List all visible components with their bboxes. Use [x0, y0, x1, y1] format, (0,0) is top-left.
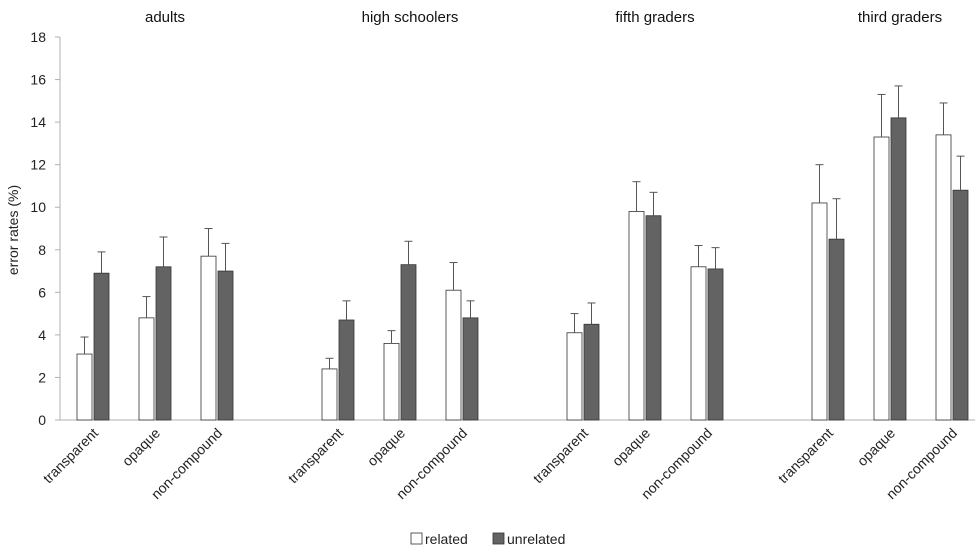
y-tick-label: 0	[38, 412, 46, 428]
bar-unrelated	[155, 266, 172, 421]
legend-swatch-related	[410, 532, 423, 545]
bar-unrelated	[828, 238, 845, 421]
bar-related	[873, 136, 890, 421]
bar-unrelated	[952, 189, 969, 421]
bar-related	[628, 211, 645, 421]
bar-related	[811, 202, 828, 421]
x-category-label: opaque	[854, 425, 898, 469]
bar-unrelated	[400, 264, 417, 421]
y-axis-title: error rates (%)	[5, 185, 21, 275]
y-tick-label: 18	[30, 29, 46, 45]
x-category-label: transparent	[530, 425, 591, 486]
y-tick-label: 10	[30, 199, 46, 215]
x-category-label: transparent	[285, 425, 346, 486]
legend: related unrelated	[410, 531, 565, 547]
y-tick-label: 2	[38, 369, 46, 385]
x-category-label: opaque	[364, 425, 408, 469]
legend-label-related: related	[425, 531, 468, 547]
bar-related	[935, 134, 952, 421]
bar-unrelated	[707, 268, 724, 421]
y-tick-label: 12	[30, 157, 46, 173]
x-category-label: transparent	[40, 425, 101, 486]
bar-unrelated	[93, 272, 110, 421]
y-tick-label: 4	[38, 327, 46, 343]
x-category-label: opaque	[609, 425, 653, 469]
legend-label-unrelated: unrelated	[507, 531, 565, 547]
group-title: adults	[145, 9, 185, 26]
bar-related	[76, 353, 93, 421]
x-category-label: opaque	[119, 425, 163, 469]
bar-related	[566, 332, 583, 421]
bar-related	[383, 342, 400, 421]
x-category-label: transparent	[775, 425, 836, 486]
y-tick-label: 14	[30, 114, 46, 130]
bars-layer	[76, 85, 969, 421]
bar-related	[690, 266, 707, 421]
bar-related	[445, 289, 462, 421]
y-tick-label: 6	[38, 284, 46, 300]
bar-unrelated	[645, 215, 662, 421]
bar-unrelated	[583, 323, 600, 421]
bar-unrelated	[217, 270, 234, 421]
bar-unrelated	[890, 117, 907, 421]
y-tick-label: 16	[30, 72, 46, 88]
group-title: high schoolers	[362, 9, 459, 26]
legend-swatch-unrelated	[492, 532, 505, 545]
y-tick-label: 8	[38, 242, 46, 258]
group-title: fifth graders	[615, 9, 694, 26]
bar-unrelated	[338, 319, 355, 421]
bar-unrelated	[462, 317, 479, 421]
group-title: third graders	[858, 9, 942, 26]
bar-related	[321, 368, 338, 421]
bar-related	[138, 317, 155, 421]
bar-related	[200, 255, 217, 421]
